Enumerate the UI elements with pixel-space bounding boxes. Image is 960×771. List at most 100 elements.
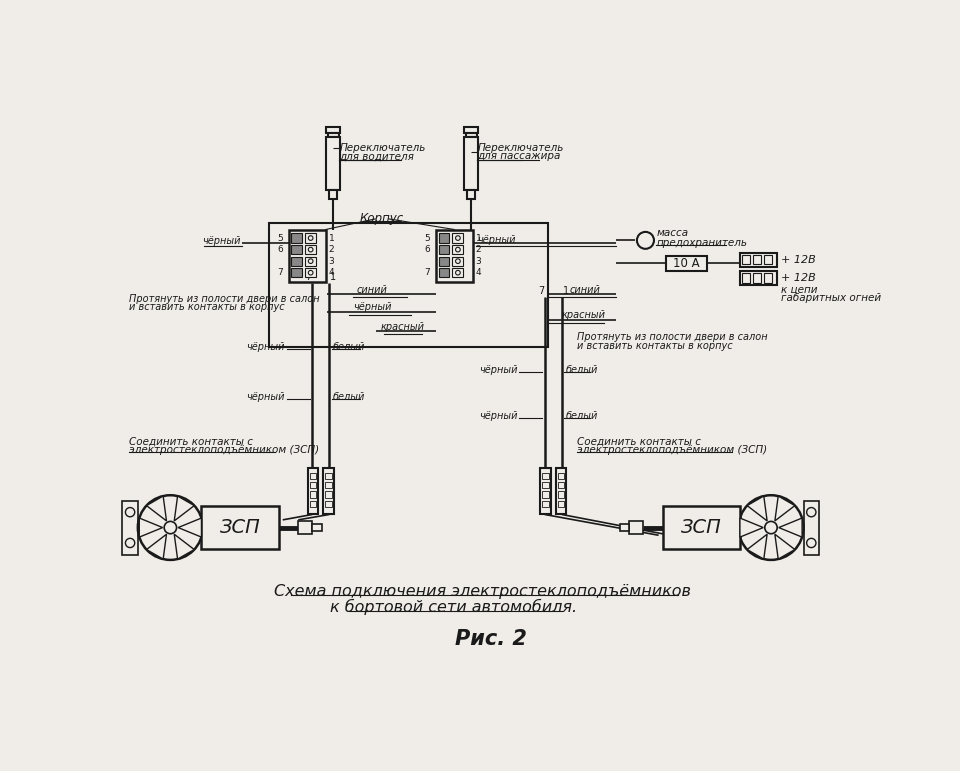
Bar (310, 491, 316, 497)
Text: Переключатель: Переключатель (477, 143, 564, 153)
Bar (439, 257, 449, 266)
Bar (436, 230, 473, 282)
Text: чёрный: чёрный (477, 234, 516, 244)
Bar (542, 500, 548, 507)
Bar (629, 521, 643, 534)
Bar (452, 245, 464, 254)
Text: белый: белый (565, 411, 598, 421)
Bar (291, 234, 302, 243)
Text: 3: 3 (476, 257, 482, 266)
Bar (289, 230, 326, 282)
Text: чёрный: чёрный (202, 236, 240, 246)
Circle shape (126, 538, 134, 547)
Bar (291, 257, 302, 266)
Text: красный: красный (562, 310, 606, 320)
Circle shape (308, 236, 313, 241)
Bar (305, 268, 316, 278)
Text: для пассажира: для пассажира (477, 151, 561, 161)
Text: Протянуть из полости двери в салон: Протянуть из полости двери в салон (577, 332, 768, 342)
Circle shape (456, 271, 460, 275)
Bar (439, 268, 449, 278)
Text: чёрный: чёрный (479, 411, 517, 421)
Text: предохранитель: предохранитель (657, 237, 747, 247)
Circle shape (138, 495, 203, 560)
Bar (540, 468, 551, 514)
Bar (291, 245, 302, 254)
Bar (468, 190, 475, 199)
Bar (742, 255, 750, 264)
Circle shape (636, 232, 654, 249)
Text: Схема подключения электростеклоподъёмников: Схема подключения электростеклоподъёмник… (275, 584, 691, 599)
Bar (325, 491, 331, 497)
Bar (452, 234, 464, 243)
Bar (202, 506, 278, 549)
Circle shape (765, 521, 778, 534)
Text: 4: 4 (328, 268, 334, 278)
Circle shape (308, 247, 313, 252)
Text: 7: 7 (424, 268, 430, 278)
Circle shape (126, 507, 134, 517)
Bar (439, 234, 449, 243)
Circle shape (164, 521, 177, 534)
Text: 7: 7 (538, 286, 544, 296)
Text: 1: 1 (563, 286, 568, 296)
Text: + 12В: + 12В (781, 273, 816, 283)
Text: Соединить контакты с: Соединить контакты с (130, 436, 253, 446)
Bar (556, 468, 566, 514)
Bar (327, 133, 339, 137)
Polygon shape (175, 534, 194, 559)
Bar (439, 245, 449, 254)
Bar (620, 524, 629, 531)
Bar (452, 257, 464, 266)
Text: 6: 6 (424, 245, 430, 254)
Text: Протянуть из полости двери в салон: Протянуть из полости двери в салон (130, 294, 320, 304)
Polygon shape (147, 496, 166, 521)
Text: Рис. 2: Рис. 2 (454, 629, 526, 649)
Bar (764, 255, 772, 264)
Circle shape (456, 259, 460, 264)
Bar (310, 500, 316, 507)
Text: 6: 6 (277, 245, 283, 254)
Circle shape (806, 507, 816, 517)
Bar (542, 491, 548, 497)
Polygon shape (179, 518, 202, 537)
Bar (329, 190, 337, 199)
Bar (310, 473, 316, 479)
Bar (452, 268, 464, 278)
Text: Переключатель: Переключатель (339, 143, 425, 153)
Text: 10 А: 10 А (673, 257, 700, 270)
Text: ЗСП: ЗСП (220, 518, 260, 537)
Text: 7: 7 (305, 272, 311, 282)
Text: масса: масса (657, 228, 688, 238)
Bar (305, 234, 316, 243)
Text: белый: белый (565, 365, 598, 375)
Bar (740, 253, 778, 267)
Text: электростеклоподъёмником (ЗСП): электростеклоподъёмником (ЗСП) (130, 445, 320, 455)
Bar (662, 506, 740, 549)
Bar (291, 268, 302, 278)
Circle shape (456, 247, 460, 252)
Bar (466, 133, 476, 137)
Text: чёрный: чёрный (352, 302, 391, 312)
Bar (558, 500, 564, 507)
Bar (305, 257, 316, 266)
Text: 1: 1 (330, 272, 336, 282)
Bar (299, 521, 312, 534)
Bar (122, 500, 138, 554)
Bar (307, 468, 319, 514)
Bar (464, 127, 478, 133)
Text: и вставить контакты в корпус: и вставить контакты в корпус (577, 341, 732, 351)
Text: для водителя: для водителя (339, 151, 414, 161)
Bar (666, 256, 707, 271)
Text: электростеклоподъёмником (ЗСП): электростеклоподъёмником (ЗСП) (577, 445, 767, 455)
Text: синий: синий (569, 285, 600, 295)
Bar (742, 274, 750, 283)
Text: 1: 1 (476, 234, 482, 243)
Bar (310, 482, 316, 488)
Circle shape (738, 495, 804, 560)
Bar (542, 482, 548, 488)
Text: 3: 3 (328, 257, 334, 266)
Polygon shape (740, 518, 763, 537)
Text: Корпус: Корпус (360, 211, 404, 224)
Text: к бортовой сети автомобиля.: к бортовой сети автомобиля. (329, 599, 577, 615)
